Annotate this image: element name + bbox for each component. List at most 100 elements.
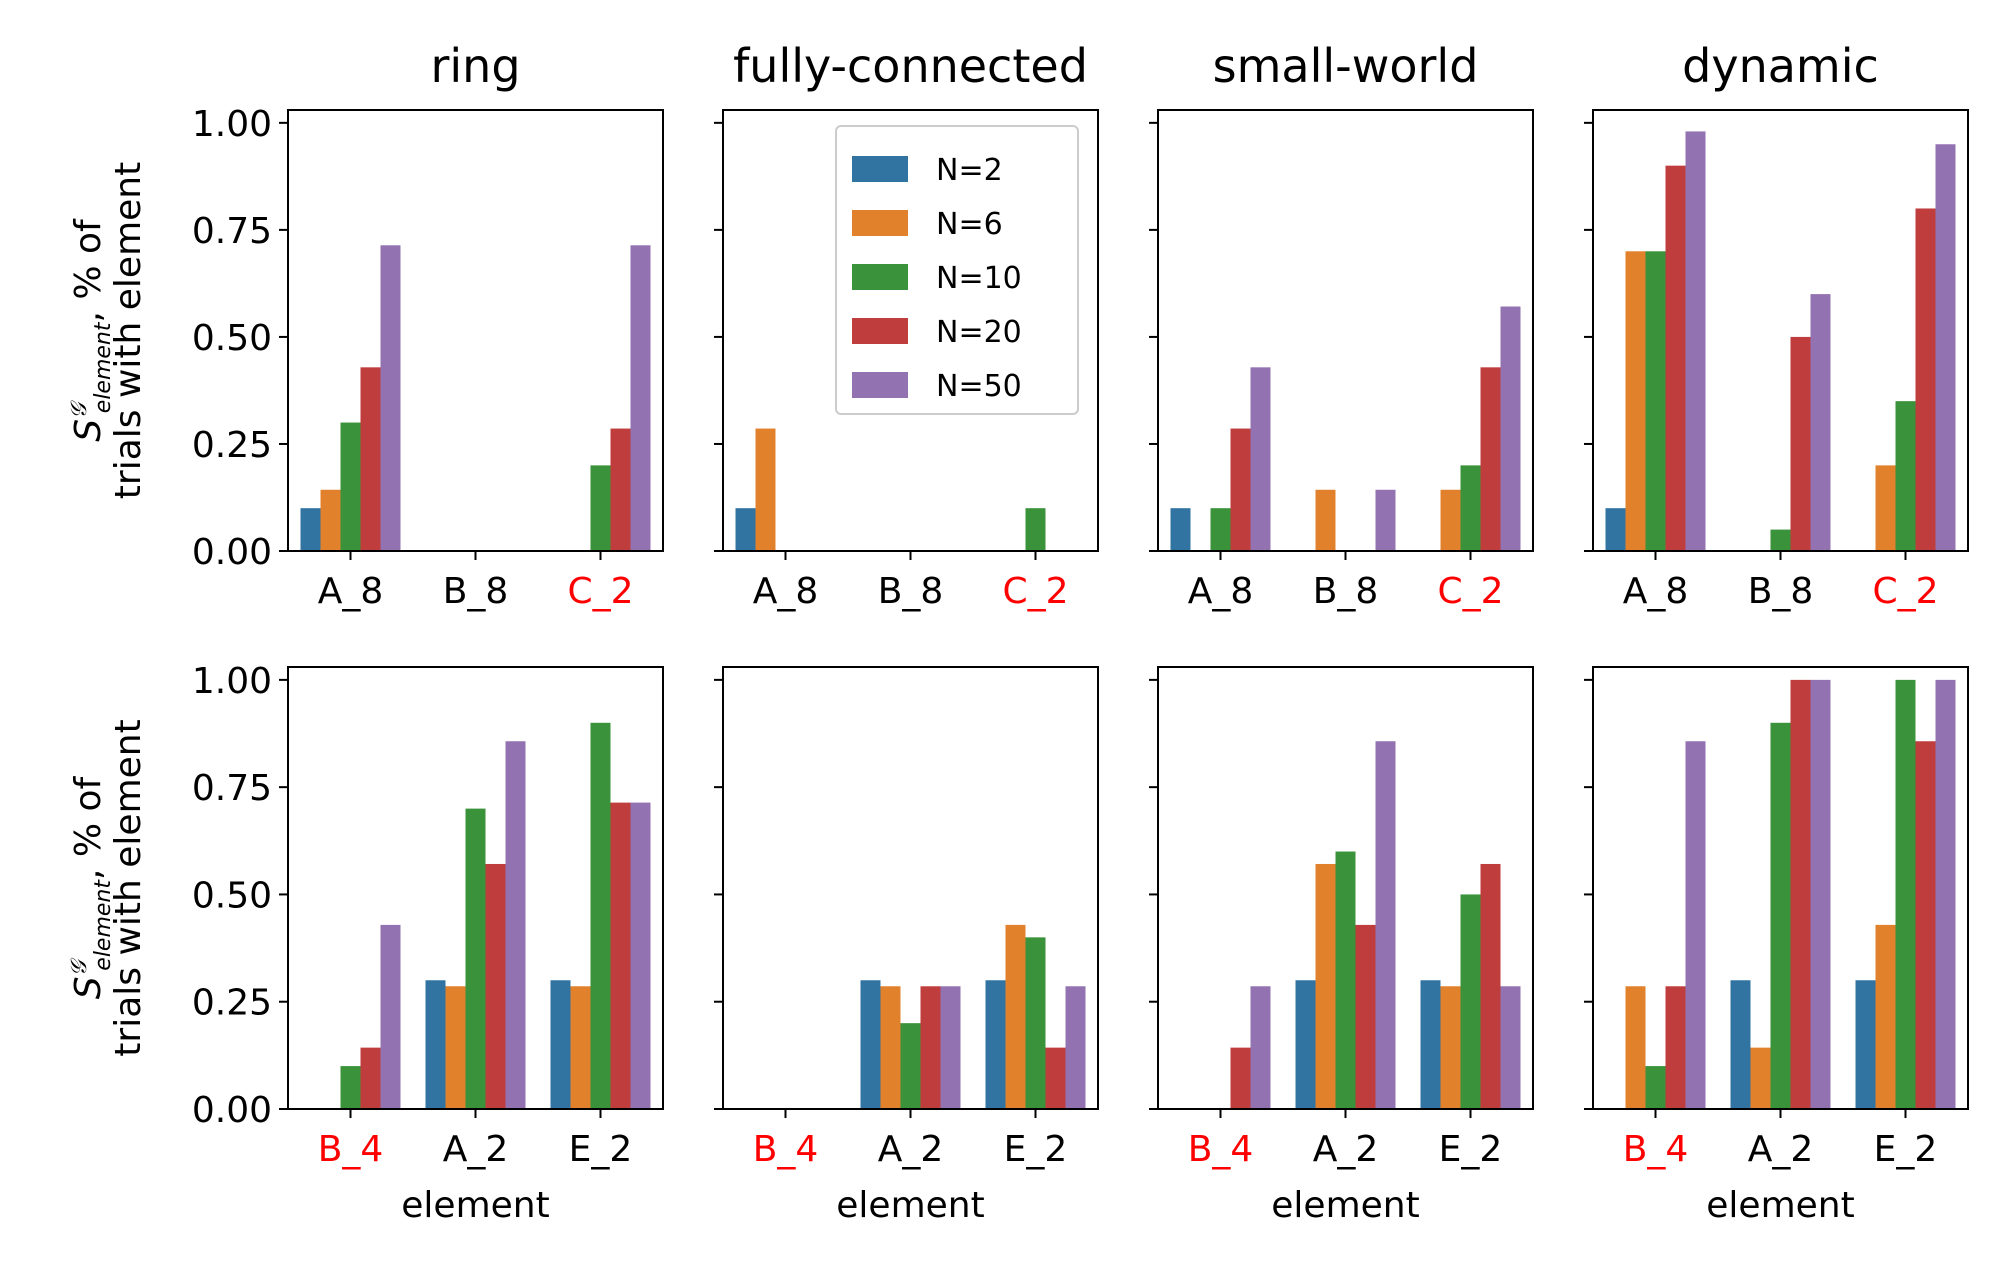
y-tick-label: 0.50 (192, 318, 272, 359)
bar (1375, 489, 1396, 551)
bar (360, 367, 381, 551)
bar (1685, 741, 1706, 1109)
panel-title: dynamic (1682, 39, 1879, 93)
bar (1025, 508, 1046, 551)
bar (1500, 986, 1521, 1109)
bar (505, 741, 526, 1109)
x-tick-label: B_8 (878, 571, 944, 612)
y-tick-label: 0.75 (192, 211, 272, 252)
x-tick-label: B_4 (1623, 1129, 1689, 1170)
bar (985, 980, 1006, 1109)
bar (1045, 1047, 1066, 1109)
bar (1315, 863, 1336, 1109)
x-tick-label: A_8 (1623, 571, 1689, 612)
bar (1810, 294, 1831, 551)
x-tick-label: B_8 (443, 571, 509, 612)
bar (340, 1066, 361, 1109)
x-tick-label: C_2 (1872, 571, 1938, 612)
legend-entry: N=20 (936, 315, 1022, 350)
panel-title: fully-connected (733, 39, 1088, 93)
bar (1005, 924, 1026, 1109)
bar (1065, 986, 1086, 1109)
y-tick-label: 1.00 (192, 661, 272, 702)
bar (445, 986, 466, 1109)
bar (1500, 306, 1521, 551)
bar (1025, 937, 1046, 1109)
x-axis-label: element (1706, 1185, 1854, 1226)
bar (1665, 165, 1686, 551)
x-tick-label: E_2 (1004, 1129, 1068, 1170)
y-axis-label: S𝒢element, % of trials with element (67, 162, 149, 499)
y-tick-label: 0.00 (192, 1090, 272, 1131)
y-axis-label-line2: trials with element (108, 162, 149, 499)
bar (1810, 679, 1831, 1109)
bar (380, 245, 401, 552)
x-axis-label: element (401, 1185, 549, 1226)
panel-ring-0: 0.00 0.25 0.50 0.75 1.00 A_8 B_8 C_2 ring (192, 39, 664, 612)
y-tick-label: 1.00 (192, 104, 272, 145)
legend-entry: N=10 (936, 261, 1022, 296)
bar (940, 986, 961, 1109)
bar (425, 980, 446, 1109)
x-tick-label: E_2 (569, 1129, 633, 1170)
bar (755, 428, 776, 551)
bar (1770, 722, 1791, 1109)
y-axis-label-line2: trials with element (108, 719, 149, 1056)
x-tick-label: B_8 (1313, 571, 1379, 612)
bar (1250, 986, 1271, 1109)
bar (630, 802, 651, 1109)
bar (1335, 851, 1356, 1109)
y-tick-label: 0.75 (192, 768, 272, 809)
bar (550, 980, 571, 1109)
legend-entry: N=6 (936, 207, 1003, 242)
bar (735, 508, 756, 551)
bar (300, 508, 321, 551)
bar (1420, 980, 1441, 1109)
y-tick-label: 0.50 (192, 875, 272, 916)
bar (610, 428, 631, 551)
bar (340, 422, 361, 551)
y-tick-label: 0.00 (192, 532, 272, 573)
bar (1665, 986, 1686, 1109)
legend-swatch (852, 318, 908, 344)
bar (1730, 980, 1751, 1109)
x-tick-label: A_8 (1188, 571, 1254, 612)
panel-small-world-2: A_8 B_8 C_2 small-world (1149, 39, 1534, 612)
bar (360, 1047, 381, 1109)
bar (1645, 1066, 1666, 1109)
bar (485, 863, 506, 1109)
x-tick-label: C_2 (1437, 571, 1503, 612)
bar (1855, 980, 1876, 1109)
x-tick-label: B_8 (1748, 571, 1814, 612)
bar (1460, 894, 1481, 1109)
x-tick-label: B_4 (753, 1129, 819, 1170)
legend-swatch (852, 264, 908, 290)
bar (1480, 367, 1501, 551)
x-tick-label: E_2 (1439, 1129, 1503, 1170)
bar (1210, 508, 1231, 551)
bar (1770, 529, 1791, 551)
bar (630, 245, 651, 552)
bar (1375, 741, 1396, 1109)
x-tick-label: E_2 (1874, 1129, 1938, 1170)
panel-title: small-world (1213, 39, 1479, 93)
bar (1605, 508, 1626, 551)
bar (1480, 863, 1501, 1109)
x-tick-label: A_2 (878, 1129, 944, 1170)
bar (1935, 144, 1956, 551)
bar (1895, 401, 1916, 551)
y-axis-label-line1: S𝒢element, % of (67, 218, 116, 442)
x-tick-label: C_2 (567, 571, 633, 612)
bar (1230, 1047, 1251, 1109)
bar (1625, 986, 1646, 1109)
x-axis-label: element (836, 1185, 984, 1226)
bar (1685, 131, 1706, 551)
bar (1295, 980, 1316, 1109)
x-tick-label: A_2 (443, 1129, 509, 1170)
bar (1625, 251, 1646, 552)
bar (1645, 251, 1666, 552)
bar (1230, 428, 1251, 551)
bar (590, 722, 611, 1109)
